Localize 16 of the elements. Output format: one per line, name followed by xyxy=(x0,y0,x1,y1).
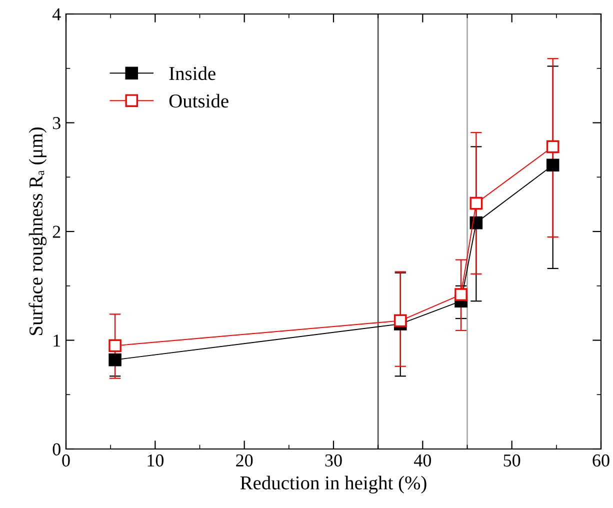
x-tick-label: 50 xyxy=(504,454,520,467)
x-tick-label: 10 xyxy=(148,454,164,467)
y-tick-label: 3 xyxy=(52,117,60,130)
x-tick-label: 40 xyxy=(414,454,432,467)
x-axis-title: Reduction in height (%) xyxy=(240,476,426,494)
y-tick-label: 1 xyxy=(54,334,60,347)
legend-label: Inside xyxy=(169,66,216,80)
y-axis-title: Surface roughness Rₐ (μm) xyxy=(28,128,47,335)
x-tick-label: 0 xyxy=(62,454,70,467)
y-tick-label: 0 xyxy=(52,443,60,456)
x-tick-label: 30 xyxy=(325,454,342,467)
y-tick-label: 4 xyxy=(52,8,61,20)
legend-label: Outside xyxy=(169,94,228,108)
x-tick-label: 60 xyxy=(592,454,610,467)
y-tick-label: 2 xyxy=(52,226,60,238)
x-tick-label: 20 xyxy=(236,454,253,467)
